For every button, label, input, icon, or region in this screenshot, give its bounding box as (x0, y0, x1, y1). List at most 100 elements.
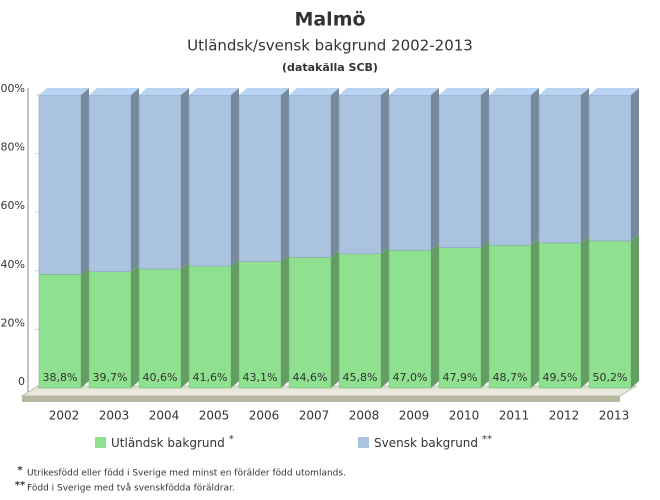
value-label: 47,0% (393, 371, 428, 384)
bar-side (631, 233, 639, 388)
bar-side (81, 267, 89, 388)
bar-segment (238, 261, 282, 389)
value-label: 38,8% (43, 371, 78, 384)
x-tick-label: 2012 (549, 409, 580, 423)
bar-segment (588, 240, 632, 389)
bar-side (481, 240, 489, 388)
bar-segment (138, 94, 182, 270)
x-tick-label: 2013 (599, 409, 630, 423)
value-label: 49,5% (543, 371, 578, 384)
legend-label: Svensk bakgrund ** (374, 434, 492, 450)
bar-segment (588, 94, 632, 242)
legend-name: Svensk bakgrund (374, 436, 478, 450)
value-label: 50,2% (593, 371, 628, 384)
value-label: 40,6% (143, 371, 178, 384)
legend-label: Utländsk bakgrund * (111, 434, 234, 450)
bar-segment (438, 247, 482, 389)
x-tick-label: 2010 (449, 409, 480, 423)
bar-side (631, 88, 639, 241)
x-tick-label: 2003 (99, 409, 130, 423)
bar-segment (388, 250, 432, 389)
bar-side (381, 246, 389, 388)
legend-note-mark: ** (482, 434, 492, 445)
x-tick-label: 2005 (199, 409, 230, 423)
bar-segment (438, 94, 482, 248)
bar-segment (188, 94, 232, 267)
x-tick-label: 2002 (49, 409, 80, 423)
value-label: 48,7% (493, 371, 528, 384)
chart-subtitle: Utländsk/svensk bakgrund 2002-2013 (187, 37, 473, 55)
chart-source: (datakälla SCB) (282, 61, 378, 74)
x-tick-label: 2004 (149, 409, 180, 423)
bar-side (481, 88, 489, 248)
bar-segment (338, 253, 382, 389)
bar-side (531, 88, 539, 246)
y-tick-label: 60% (1, 199, 25, 212)
y-tick-label: 40% (1, 258, 25, 271)
bar-segment (288, 257, 332, 389)
bar-segment (88, 94, 132, 272)
floor-front (22, 396, 620, 402)
bar-segment (38, 274, 82, 389)
x-tick-label: 2009 (399, 409, 430, 423)
value-label: 47,9% (443, 371, 478, 384)
bar-side (131, 264, 139, 388)
bar-top (289, 88, 339, 95)
bar-top (389, 88, 439, 95)
bar-top (189, 88, 239, 95)
bar-side (581, 235, 589, 388)
bar-top (489, 88, 539, 95)
bar-segment (188, 265, 232, 389)
bar-side (181, 88, 189, 270)
y-tick-label: 100% (0, 82, 25, 95)
bar-top (139, 88, 189, 95)
legend-swatch (95, 437, 106, 448)
bar-top (89, 88, 139, 95)
bar-segment (288, 94, 332, 258)
bar-side (331, 88, 339, 258)
bar-top (339, 88, 389, 95)
x-tick-label: 2006 (249, 409, 280, 423)
bar-side (431, 243, 439, 388)
x-tick-label: 2007 (299, 409, 330, 423)
bar-side (381, 88, 389, 254)
bar-side (231, 259, 239, 388)
legend-note-mark: * (229, 434, 234, 445)
bar-top (39, 88, 89, 95)
legend-item: Svensk bakgrund ** (358, 434, 492, 450)
bar-segment (388, 94, 432, 251)
x-tick-label: 2008 (349, 409, 380, 423)
bar-segment (238, 94, 282, 262)
bar-top (539, 88, 589, 95)
value-label: 43,1% (243, 371, 278, 384)
bar-segment (338, 94, 382, 255)
bar-side (181, 262, 189, 388)
value-label: 45,8% (343, 371, 378, 384)
bar-segment (488, 245, 532, 389)
bar-side (531, 238, 539, 388)
bar-segment (538, 94, 582, 244)
bar-top (589, 88, 639, 95)
bar-side (431, 88, 439, 251)
value-label: 44,6% (293, 371, 328, 384)
legend-item: Utländsk bakgrund * (95, 434, 234, 450)
bar-top (239, 88, 289, 95)
chart-title: Malmö (294, 9, 365, 31)
bar-side (331, 250, 339, 388)
footnote-mark: ** (15, 480, 26, 491)
y-tick-label: 20% (1, 316, 25, 329)
y-tick-label: 0 (18, 375, 25, 388)
value-label: 41,6% (193, 371, 228, 384)
bar-top (439, 88, 489, 95)
bar-side (231, 88, 239, 267)
bar-side (581, 88, 589, 243)
bar-side (81, 88, 89, 275)
bar-segment (538, 242, 582, 389)
bar-side (281, 254, 289, 388)
bar-segment (38, 94, 82, 275)
bar-segment (488, 94, 532, 246)
legend-name: Utländsk bakgrund (111, 436, 225, 450)
footnote-text: Utrikesfödd eller född i Sverige med min… (27, 469, 346, 479)
footnote-mark: * (17, 465, 23, 476)
